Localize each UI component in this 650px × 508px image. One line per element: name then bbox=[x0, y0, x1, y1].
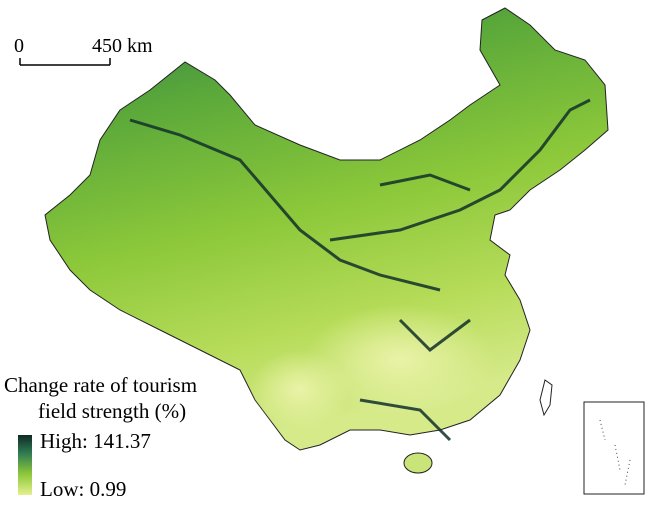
legend-low: Low: 0.99 bbox=[40, 477, 126, 501]
legend: Change rate of tourism field strength (%… bbox=[4, 373, 197, 501]
island bbox=[403, 452, 433, 474]
inset-islands bbox=[599, 419, 631, 486]
light-region bbox=[305, 305, 495, 415]
legend-title: Change rate of tourism bbox=[4, 373, 197, 397]
legend-high: High: 141.37 bbox=[40, 429, 151, 453]
inset-box bbox=[583, 401, 645, 495]
scale-end: 450 km bbox=[92, 35, 153, 57]
legend-title: field strength (%) bbox=[38, 399, 186, 423]
scale-start: 0 bbox=[14, 35, 24, 57]
high-corridors bbox=[129, 98, 591, 442]
light-region bbox=[250, 350, 350, 430]
scale-bar: 0 450 km bbox=[14, 35, 153, 66]
island bbox=[539, 379, 553, 417]
color-ramp bbox=[18, 435, 32, 495]
